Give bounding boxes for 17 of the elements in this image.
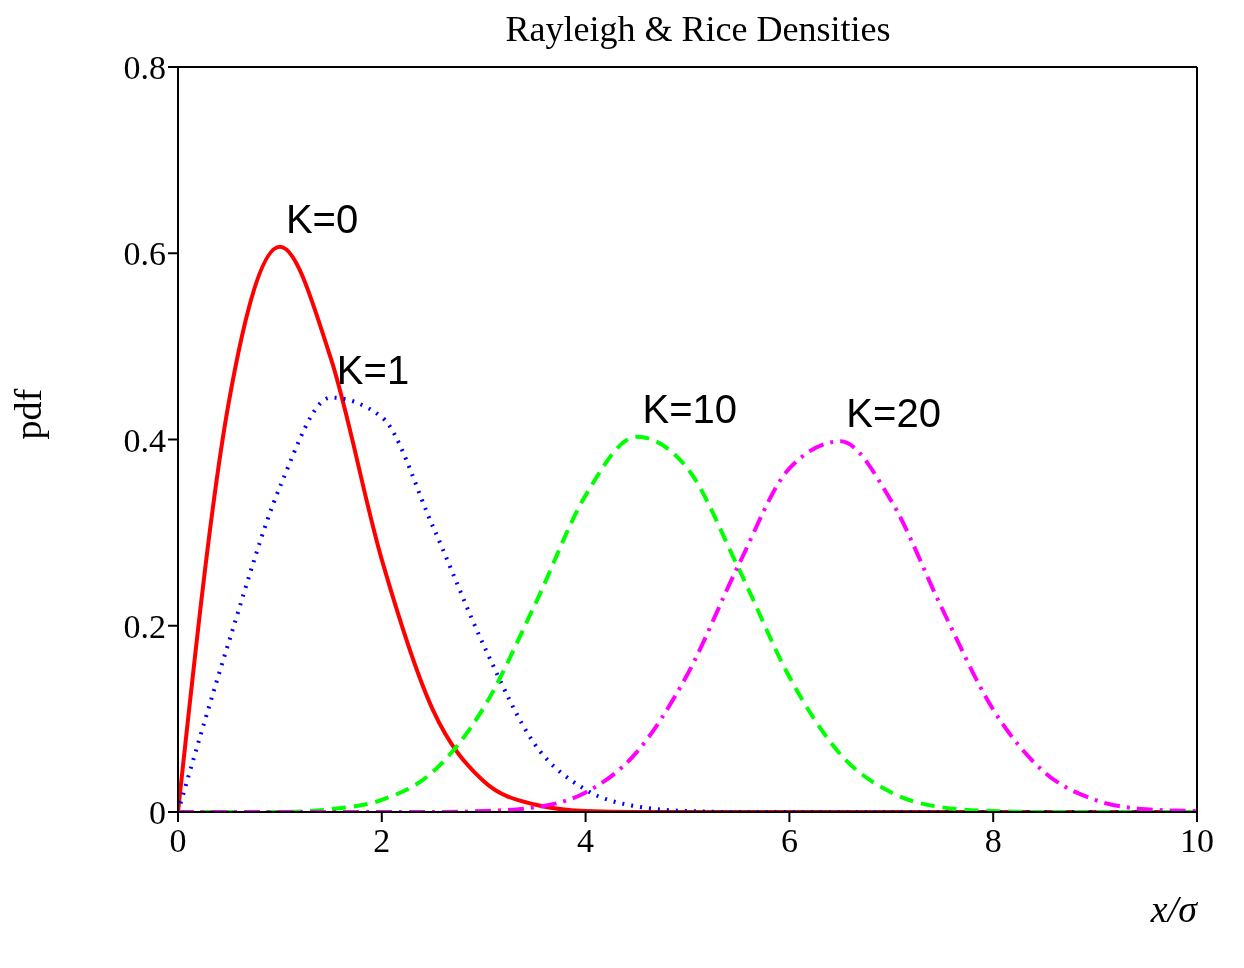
x-axis-title: x/σ (1149, 888, 1199, 930)
x-tick-label: 2 (373, 822, 391, 860)
y-tick-label: 0 (149, 794, 166, 832)
x-tick-label: 8 (984, 822, 1002, 860)
series-label: K=1 (336, 347, 410, 392)
y-tick-label: 0.4 (123, 421, 166, 459)
series-label: K=20 (846, 391, 941, 436)
series-label: K=0 (285, 196, 359, 241)
series-label: K=10 (642, 386, 738, 431)
y-tick-label: 0.8 (123, 49, 166, 87)
x-tick-label: 10 (1180, 822, 1214, 860)
y-tick-label: 0.2 (123, 607, 166, 645)
x-tick-label: 6 (780, 822, 798, 860)
x-tick-label: 4 (577, 822, 595, 860)
y-tick-label: 0.6 (123, 235, 166, 273)
chart-title: Rayleigh & Rice Densities (504, 8, 892, 51)
y-axis-title: pdf (7, 388, 50, 440)
